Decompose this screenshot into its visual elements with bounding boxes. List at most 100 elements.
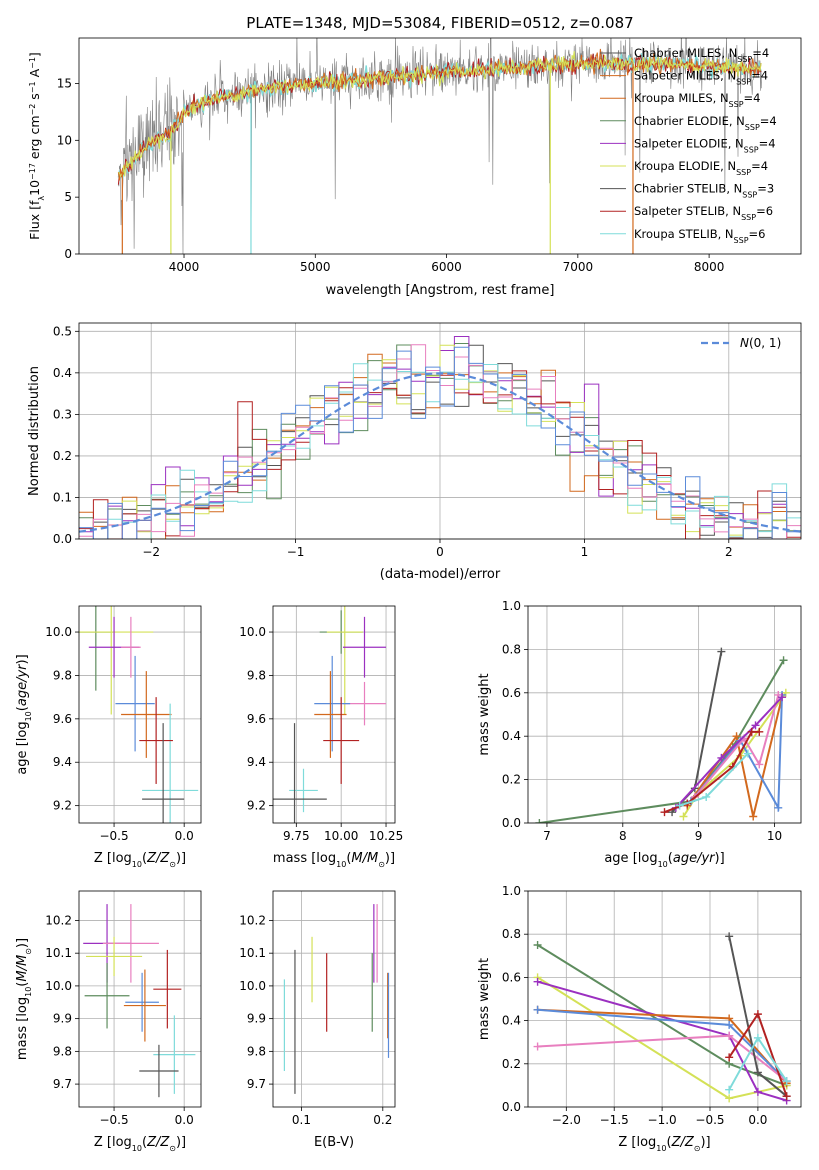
- y-tick-label: 5: [64, 190, 72, 204]
- x-tick-label: −1: [287, 545, 305, 559]
- weight-marker: [753, 1010, 762, 1019]
- weight-marker: [717, 753, 726, 762]
- x-tick-label: −2.0: [552, 1113, 581, 1127]
- histogram-step: [79, 344, 801, 539]
- y-tick-label: 9.8: [53, 668, 72, 682]
- legend-entry: Kroupa ELODIE, NSSP=4: [634, 159, 768, 177]
- y-tick-label: 0.0: [502, 816, 521, 830]
- weight-marker: [778, 693, 787, 702]
- error-bar-point: [139, 1044, 179, 1098]
- error-bar-point: [142, 723, 185, 823]
- panel-age_vs_mass: 9.75 10.00 10.25 9.2 9.4 9.6 9.8 10.0 mass [log1…: [239, 605, 403, 869]
- panel-age_vs_Z: −0.5 0.0 9.2 9.4 9.6 9.8 10.0 Z [log10(Z/Z⊙)] ag…: [15, 605, 202, 869]
- weight-marker: [782, 1077, 791, 1086]
- panel-weight_vs_Z: −2.0 −1.5 −1.0 −0.5 0.0 0.0 0.2 0.4 0.6 0.8 1.0 Z […: [477, 884, 802, 1153]
- error-bar-point: [326, 606, 363, 715]
- x-tick-label: 7000: [563, 260, 594, 274]
- weight-line: [686, 696, 783, 817]
- x-tick-label: 0.0: [175, 1113, 194, 1127]
- weight-marker: [725, 932, 734, 941]
- x-axis-label: E(B-V): [314, 1135, 354, 1150]
- axes-frame: [78, 890, 202, 1108]
- error-bar-point: [86, 936, 143, 977]
- x-axis-label: mass [log10(M/M⊙)]: [273, 851, 395, 869]
- y-tick-label: 9.7: [247, 1077, 266, 1091]
- y-axis-label: mass weight: [477, 673, 492, 755]
- x-axis-label: Z [log10(Z/Z⊙)]: [618, 1135, 710, 1153]
- weight-series: [725, 1010, 791, 1101]
- weight-marker: [753, 1033, 762, 1042]
- panel-mass_vs_Z: −0.5 0.0 9.7 9.8 9.9 10.0 10.1 10.2 Z [log10(Z/Z…: [15, 890, 202, 1153]
- y-tick-label: 10.0: [239, 979, 266, 993]
- axes-frame: [272, 605, 396, 824]
- y-tick-label: 9.2: [247, 799, 266, 813]
- x-tick-label: 2: [725, 545, 733, 559]
- weight-marker: [660, 808, 669, 817]
- axes-frame: [78, 322, 802, 540]
- y-axis-label: Normed distribution: [27, 366, 42, 496]
- plot-area: [79, 606, 199, 823]
- plot-area: [79, 336, 801, 539]
- weight-marker: [747, 727, 756, 736]
- weight-marker: [749, 812, 758, 821]
- x-tick-label: −1.5: [600, 1113, 629, 1127]
- y-tick-label: 0.1: [53, 490, 72, 504]
- y-tick-label: 9.9: [53, 1012, 72, 1026]
- weight-marker: [725, 1031, 734, 1040]
- plot-area: [535, 647, 790, 823]
- y-tick-label: 9.6: [53, 712, 72, 726]
- x-tick-label: 0.0: [748, 1113, 767, 1127]
- normal-curve: [79, 372, 801, 533]
- y-tick-label: 9.9: [247, 1012, 266, 1026]
- y-tick-label: 0.3: [53, 407, 72, 421]
- plot-area: [273, 606, 387, 823]
- weight-marker: [782, 1092, 791, 1101]
- y-tick-label: 0.2: [53, 449, 72, 463]
- weight-marker: [753, 1087, 762, 1096]
- y-tick-label: 0.4: [502, 1014, 521, 1028]
- histogram-step: [79, 346, 801, 539]
- x-axis-label: Z [log10(Z/Z⊙)]: [94, 1135, 186, 1153]
- x-tick-label: 0.2: [373, 1113, 392, 1127]
- plot-area: [117, 38, 762, 254]
- legend-entry: Salpeter MILES, NSSP=4: [634, 69, 768, 87]
- x-tick-label: 7: [543, 829, 551, 843]
- legend-entry: Kroupa STELIB, NSSP=6: [634, 227, 765, 245]
- x-tick-label: 10.00: [324, 829, 358, 843]
- plot-area: [533, 932, 791, 1105]
- figure-title: PLATE=1348, MJD=53084, FIBERID=0512, z=0…: [246, 14, 633, 32]
- y-axis-label: age [log10(age/yr)]: [15, 654, 33, 774]
- panel-weight_vs_age: 7 8 9 10 0.0 0.2 0.4 0.6 0.8 1.0 age [log10(age/yr…: [477, 599, 802, 869]
- error-bar-point: [314, 655, 351, 752]
- y-axis-label: mass weight: [477, 958, 492, 1040]
- weight-marker: [533, 1042, 542, 1051]
- y-axis-label: mass [log10(M/M⊙)]: [15, 938, 33, 1060]
- y-tick-label: 10.0: [45, 979, 72, 993]
- weight-marker: [755, 727, 764, 736]
- y-tick-label: 0: [64, 247, 72, 261]
- weight-marker: [725, 1094, 734, 1103]
- weight-series: [690, 690, 783, 801]
- x-tick-label: 8: [619, 829, 627, 843]
- x-axis-label: Z [log10(Z/Z⊙)]: [94, 851, 186, 869]
- y-tick-label: 9.4: [53, 755, 72, 769]
- model-spectrum: [118, 51, 762, 178]
- x-tick-label: 4000: [169, 260, 200, 274]
- error-bar-point: [84, 963, 130, 1029]
- error-bar-point: [121, 671, 172, 758]
- weight-marker: [755, 760, 764, 769]
- weight-marker: [753, 1068, 762, 1077]
- y-tick-label: 0.6: [502, 686, 521, 700]
- legend-entry: N(0, 1): [740, 336, 781, 350]
- panel-mass_vs_EBV: 0.1 0.2 9.7 9.8 9.9 10.0 10.1 10.2 E(B-V): [239, 890, 396, 1150]
- y-tick-label: 1.0: [502, 884, 521, 898]
- error-bar-point: [79, 606, 154, 715]
- axes-frame: [272, 890, 396, 1108]
- y-tick-label: 10.0: [239, 625, 266, 639]
- x-tick-label: 1: [581, 545, 589, 559]
- y-tick-label: 1.0: [502, 599, 521, 613]
- y-tick-label: 9.8: [247, 1044, 266, 1058]
- weight-marker: [725, 1085, 734, 1094]
- error-bar-point: [125, 972, 159, 1032]
- error-bar-point: [123, 969, 166, 1042]
